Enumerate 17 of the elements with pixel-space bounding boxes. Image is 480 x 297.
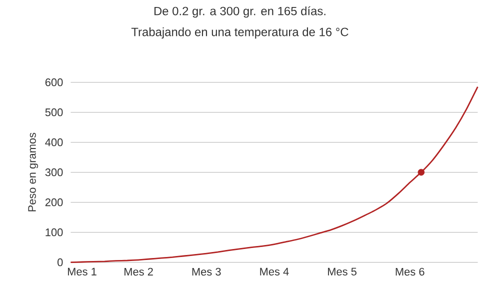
y-axis-title: Peso en gramos	[28, 132, 38, 212]
y-tick-label: 200	[45, 198, 63, 206]
line-series	[70, 86, 478, 263]
x-tick-label: Mes 2	[124, 268, 153, 276]
y-tick-label: 400	[45, 138, 63, 146]
y-tick-label: 100	[46, 228, 63, 236]
y-tick-label: 300	[45, 168, 63, 176]
chart-title: De 0.2 gr. a 300 gr. en 165 días.	[154, 6, 326, 18]
x-tick-label: Mes 6	[396, 268, 424, 276]
y-tick-label: 0	[58, 258, 63, 266]
x-tick-label: Mes 4	[260, 268, 289, 276]
x-tick-label: Mes 5	[328, 268, 356, 276]
y-tick-label: 500	[45, 108, 63, 116]
y-tick-label: 600	[45, 78, 63, 86]
x-tick-label: Mes 3	[192, 268, 221, 276]
chart-subtitle: Trabajando en una temperatura de 16 °C	[131, 27, 348, 39]
x-tick-label: Mes 1	[68, 268, 96, 276]
